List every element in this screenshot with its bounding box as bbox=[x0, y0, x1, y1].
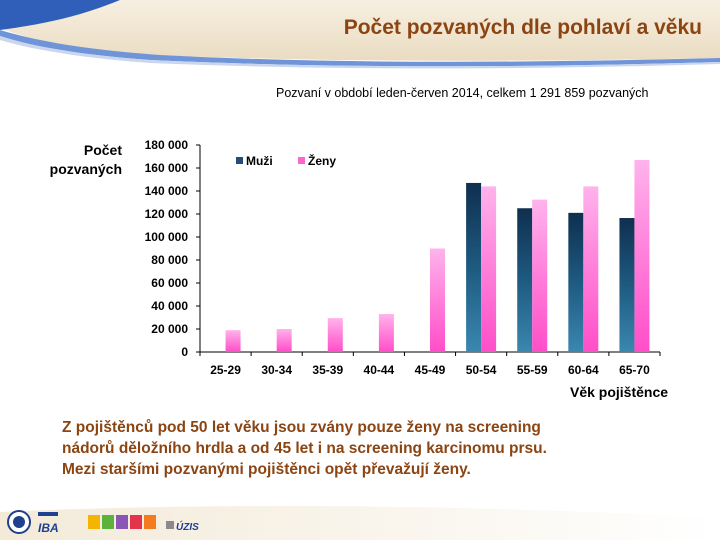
iba-logo: IBA bbox=[38, 512, 59, 535]
legend-label: Muži bbox=[246, 154, 273, 168]
x-tick-label: 25-29 bbox=[210, 363, 241, 377]
masaryk-university-logo bbox=[7, 510, 31, 534]
y-tick-label: 20 000 bbox=[151, 322, 188, 336]
x-tick-label: 50-54 bbox=[466, 363, 497, 377]
x-tick-label: 30-34 bbox=[261, 363, 292, 377]
x-tick-label: 60-64 bbox=[568, 363, 599, 377]
y-tick-label: 100 000 bbox=[145, 230, 189, 244]
screening-logo bbox=[88, 515, 156, 529]
summary-line-3: Mezi staršími pozvanými pojištěnci opět … bbox=[62, 461, 471, 478]
bar-zeny bbox=[327, 318, 343, 352]
x-tick-label: 40-44 bbox=[364, 363, 395, 377]
x-tick-label: 45-49 bbox=[415, 363, 446, 377]
legend-swatch-muzi bbox=[236, 157, 243, 164]
y-tick-label: 60 000 bbox=[151, 276, 188, 290]
x-tick-label: 55-59 bbox=[517, 363, 548, 377]
summary-line-2: nádorů děložního hrdla a od 45 let i na … bbox=[62, 440, 547, 457]
bar-zeny bbox=[532, 199, 548, 352]
legend-label: Ženy bbox=[308, 153, 336, 168]
uzis-logo: ÚZIS bbox=[166, 520, 199, 533]
uzis-logo-text: ÚZIS bbox=[176, 520, 199, 533]
bar-chart: 0 20 000 40 000 60 000 80 000 100 000 120 000 1… bbox=[145, 138, 661, 377]
bar-zeny bbox=[583, 186, 599, 352]
bar-muzi bbox=[466, 182, 482, 352]
bar-muzi bbox=[619, 218, 635, 352]
y-axis-label: Počet pozvaných bbox=[28, 141, 122, 179]
y-axis-label-line-1: Počet bbox=[83, 142, 122, 158]
bar-zeny bbox=[430, 248, 445, 352]
y-tick-label: 40 000 bbox=[151, 299, 188, 313]
bar-zeny bbox=[378, 314, 394, 352]
x-tick-label: 65-70 bbox=[619, 363, 650, 377]
bar-muzi bbox=[517, 208, 533, 352]
iba-logo-text: IBA bbox=[38, 521, 59, 535]
bar-muzi bbox=[568, 212, 584, 352]
legend-swatch-zeny bbox=[298, 157, 305, 164]
footer-bar: IBA ÚZIS bbox=[0, 506, 720, 540]
bar-zeny bbox=[225, 330, 241, 352]
x-tick-label: 35-39 bbox=[312, 363, 343, 377]
bar-zeny bbox=[634, 159, 650, 352]
page-title: Počet pozvaných dle pohlaví a věku bbox=[343, 16, 702, 39]
summary-text: Z pojištěnců pod 50 let věku jsou zvány … bbox=[62, 417, 682, 480]
summary-line-1: Z pojištěnců pod 50 let věku jsou zvány … bbox=[62, 419, 541, 436]
bar-zeny bbox=[481, 186, 497, 352]
y-tick-label: 0 bbox=[181, 345, 188, 359]
y-axis-label-line-2: pozvaných bbox=[49, 161, 122, 177]
y-tick-label: 180 000 bbox=[145, 138, 189, 152]
chart-subtitle: Pozvaní v období leden-červen 2014, celk… bbox=[276, 86, 649, 100]
y-tick-label: 140 000 bbox=[145, 184, 189, 198]
y-tick-label: 120 000 bbox=[145, 207, 189, 221]
x-axis-label: Věk pojištěnce bbox=[570, 384, 669, 400]
y-tick-label: 160 000 bbox=[145, 161, 189, 175]
y-tick-label: 80 000 bbox=[151, 253, 188, 267]
header-swoosh bbox=[0, 0, 720, 69]
bar-zeny bbox=[276, 329, 292, 352]
